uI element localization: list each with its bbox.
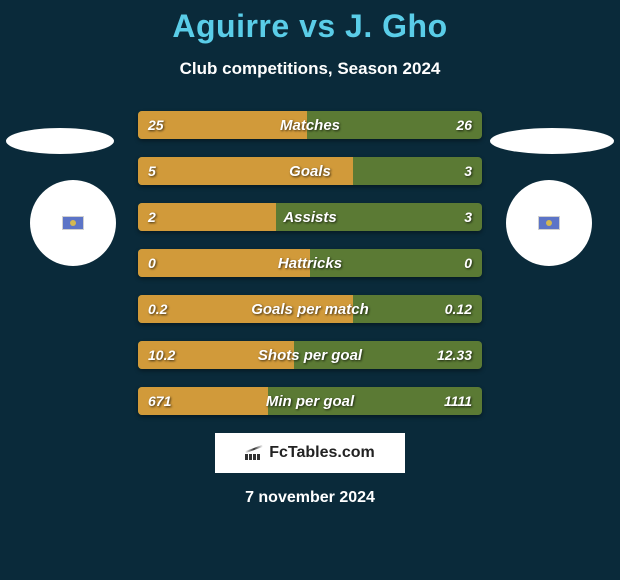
brand-text: FcTables.com: [269, 444, 375, 462]
brand-chart-icon: [245, 446, 263, 460]
stat-label: Assists: [138, 203, 482, 231]
player2-flag-icon: [538, 216, 560, 230]
right-ellipse-decor: [490, 128, 614, 154]
stat-row: 2526Matches: [138, 111, 482, 139]
stat-label: Goals: [138, 157, 482, 185]
stat-label: Hattricks: [138, 249, 482, 277]
branding-badge: FcTables.com: [215, 433, 405, 473]
stat-row: 10.212.33Shots per goal: [138, 341, 482, 369]
left-ellipse-decor: [6, 128, 114, 154]
subtitle: Club competitions, Season 2024: [0, 59, 620, 79]
stat-label: Min per goal: [138, 387, 482, 415]
stat-label: Goals per match: [138, 295, 482, 323]
player1-flag-icon: [62, 216, 84, 230]
stat-label: Shots per goal: [138, 341, 482, 369]
stat-row: 0.20.12Goals per match: [138, 295, 482, 323]
stat-label: Matches: [138, 111, 482, 139]
stat-row: 6711111Min per goal: [138, 387, 482, 415]
player2-badge: [506, 180, 592, 266]
stat-row: 53Goals: [138, 157, 482, 185]
page-title: Aguirre vs J. Gho: [0, 0, 620, 45]
stat-row: 23Assists: [138, 203, 482, 231]
stat-bars: 2526Matches 53Goals 23Assists 00Hattricks 0.…: [138, 111, 482, 415]
comparison-chart: 2526Matches 53Goals 23Assists 00Hattricks 0.…: [0, 111, 620, 507]
player1-badge: [30, 180, 116, 266]
date-text: 7 november 2024: [0, 489, 620, 507]
stat-row: 00Hattricks: [138, 249, 482, 277]
